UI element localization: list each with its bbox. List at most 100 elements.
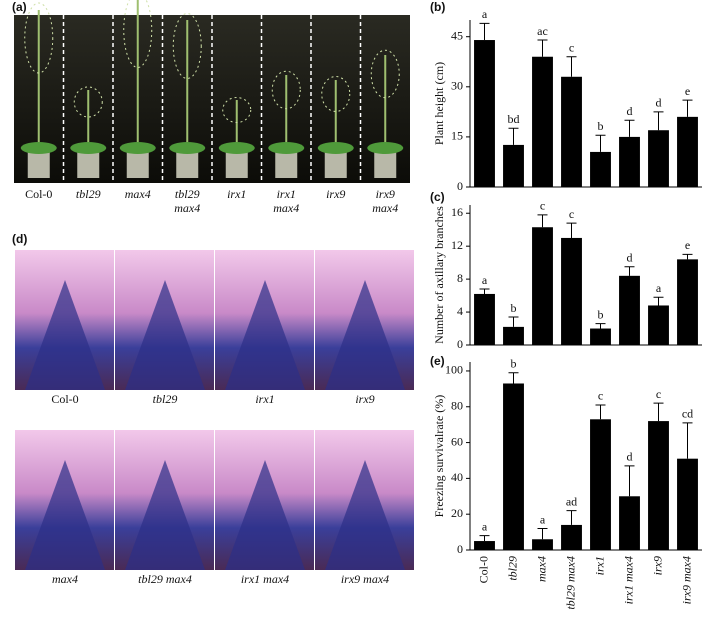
pot xyxy=(374,150,397,178)
xylem xyxy=(325,280,405,390)
error-bar xyxy=(682,422,693,459)
bar xyxy=(474,293,495,345)
pot xyxy=(324,150,347,178)
photo-label: max4 xyxy=(125,187,151,201)
error-bar xyxy=(508,372,519,384)
pot xyxy=(275,150,298,178)
significance-letter: c xyxy=(598,389,603,403)
y-tick-label: 16 xyxy=(451,205,463,219)
section-photo-group: Col-0 tbl29 irx1 irx9 max4 tbl29 max4 irx1 max… xyxy=(15,250,414,586)
photo-label: tbl29 xyxy=(153,392,178,406)
significance-letter: c xyxy=(656,387,661,401)
y-tick-label: 0 xyxy=(457,337,463,351)
xylem xyxy=(125,460,205,570)
bar xyxy=(590,151,611,187)
bar xyxy=(619,496,640,550)
significance-letter: a xyxy=(482,273,488,287)
x-tick-label: max4 xyxy=(534,556,548,582)
significance-letter: d xyxy=(627,251,633,265)
x-tick-label: tbl29 xyxy=(505,556,519,581)
error-bar xyxy=(566,222,577,238)
bar xyxy=(677,259,698,345)
y-axis-title: Number of axillary branches xyxy=(432,206,446,344)
photo-label: max4 xyxy=(372,201,398,215)
bar xyxy=(677,458,698,550)
xylem xyxy=(25,460,105,570)
error-bar xyxy=(624,465,635,497)
photo-label: max4 xyxy=(52,572,78,586)
flowers xyxy=(321,76,351,112)
pot xyxy=(225,150,248,178)
photo-label: tbl29 xyxy=(175,187,200,201)
xylem xyxy=(225,280,305,390)
leaves xyxy=(70,142,107,154)
x-tick-label: irx1 xyxy=(592,556,606,575)
bar xyxy=(503,144,524,187)
error-bar xyxy=(537,528,548,540)
flowers xyxy=(222,97,252,123)
bar xyxy=(503,383,524,550)
x-tick-label: irx9 max4 xyxy=(679,556,693,604)
photo-label: tbl29 xyxy=(76,187,101,201)
y-tick-label: 12 xyxy=(451,238,463,252)
leaves xyxy=(119,142,156,154)
photo-label: irx9 max4 xyxy=(341,572,389,586)
bar xyxy=(561,76,582,187)
panel-label: (c) xyxy=(430,190,445,204)
pot xyxy=(77,150,100,178)
photo-label: irx1 xyxy=(277,187,296,201)
photo-label: irx9 xyxy=(376,187,395,201)
bar xyxy=(532,539,553,550)
y-tick-label: 30 xyxy=(451,79,463,93)
flowers xyxy=(370,49,400,99)
error-bar xyxy=(479,288,490,294)
leaves xyxy=(268,142,305,154)
y-tick-label: 45 xyxy=(451,28,463,42)
significance-letter: d xyxy=(627,104,633,118)
significance-letter: e xyxy=(685,238,690,252)
bar xyxy=(503,326,524,345)
significance-letter: cd xyxy=(682,407,693,421)
panel-label: (a) xyxy=(12,0,27,14)
bar xyxy=(561,524,582,550)
bar xyxy=(561,237,582,345)
photo-label: max4 xyxy=(273,201,299,215)
pot xyxy=(126,150,149,178)
significance-letter: b xyxy=(598,119,604,133)
photo-label: irx9 xyxy=(355,392,374,406)
bar xyxy=(677,116,698,187)
error-bar xyxy=(566,56,577,77)
significance-letter: ac xyxy=(537,24,548,38)
significance-letter: b xyxy=(598,307,604,321)
x-tick-label: irx9 xyxy=(650,556,664,575)
xylem xyxy=(325,460,405,570)
error-bar xyxy=(653,402,664,422)
y-tick-label: 4 xyxy=(457,304,463,318)
significance-letter: d xyxy=(656,96,662,110)
significance-letter: bd xyxy=(508,112,520,126)
bar xyxy=(474,541,495,550)
y-axis-title: Freezing survivalrate (%) xyxy=(432,395,446,518)
bar xyxy=(590,328,611,345)
flowers xyxy=(172,13,202,79)
x-tick-label: tbl29 max4 xyxy=(563,556,577,610)
error-bar xyxy=(624,119,635,137)
photo-label: irx1 xyxy=(255,392,274,406)
bar xyxy=(648,421,669,550)
panel-label: (d) xyxy=(12,232,27,246)
panel-label: (b) xyxy=(430,0,445,14)
leaves xyxy=(218,142,255,154)
leaves xyxy=(169,142,206,154)
significance-letter: a xyxy=(482,7,488,21)
bar xyxy=(619,275,640,345)
error-bar xyxy=(595,404,606,420)
significance-letter: d xyxy=(627,450,633,464)
error-bar xyxy=(682,99,693,117)
error-bar xyxy=(624,266,635,276)
error-bar xyxy=(566,510,577,525)
photo-label: irx9 xyxy=(326,187,345,201)
x-tick-label: Col-0 xyxy=(476,556,490,583)
error-bar xyxy=(479,535,490,542)
photo-label: Col-0 xyxy=(51,392,78,406)
